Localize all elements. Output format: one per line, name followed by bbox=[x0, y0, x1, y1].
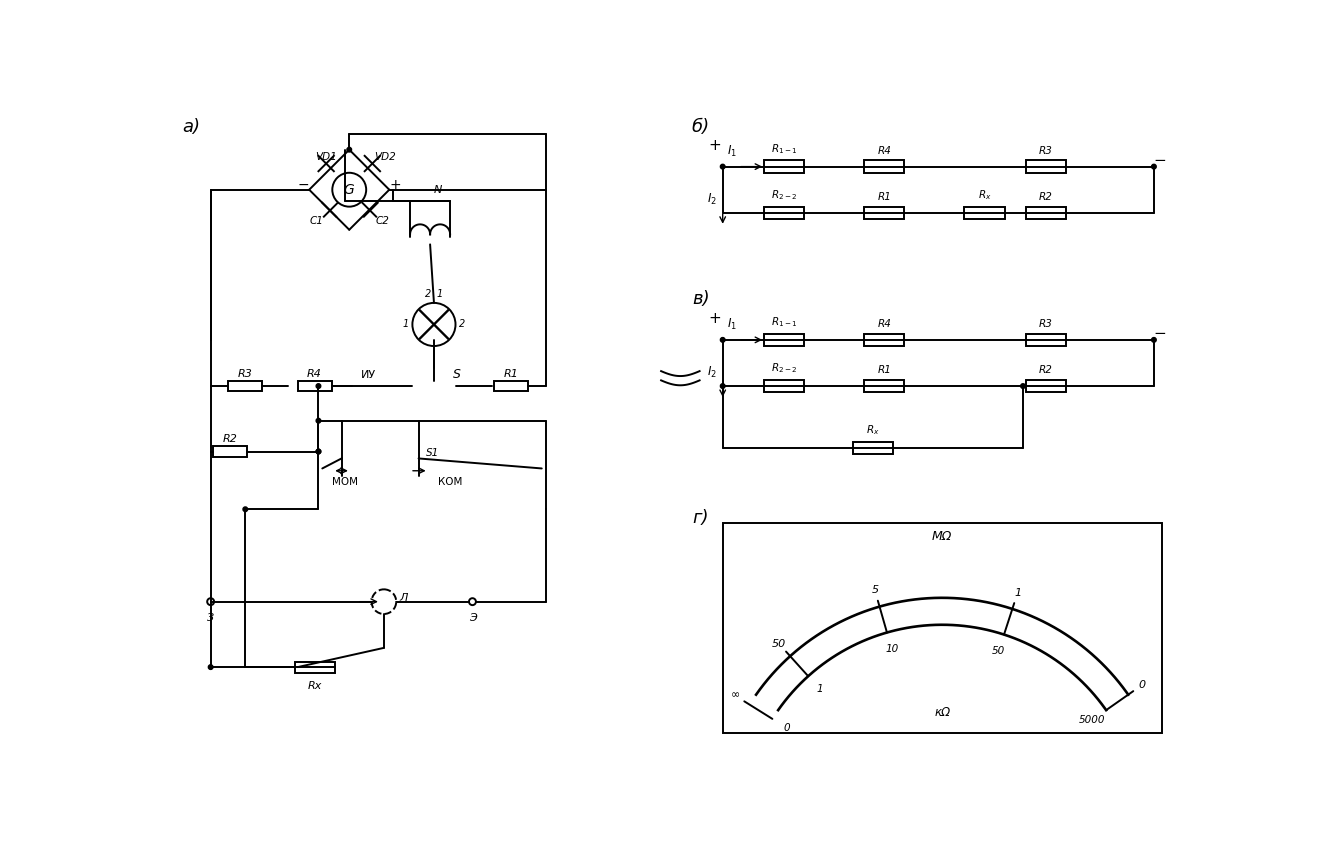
Text: $R_{2-2}$: $R_{2-2}$ bbox=[771, 188, 797, 202]
Text: $I_1$: $I_1$ bbox=[727, 144, 737, 159]
Text: 5000: 5000 bbox=[1078, 715, 1106, 725]
Circle shape bbox=[317, 384, 321, 389]
Bar bbox=[294, 662, 335, 673]
Circle shape bbox=[721, 337, 725, 342]
Text: +: + bbox=[389, 178, 401, 192]
Text: КОМ: КОМ bbox=[438, 476, 462, 486]
Bar bbox=[1026, 207, 1067, 219]
Circle shape bbox=[1151, 337, 1156, 342]
Circle shape bbox=[721, 164, 725, 169]
Bar bbox=[865, 207, 904, 219]
Text: N: N bbox=[434, 185, 442, 195]
Text: R2: R2 bbox=[223, 434, 238, 444]
Text: $R_{1-1}$: $R_{1-1}$ bbox=[771, 315, 797, 329]
Bar bbox=[494, 381, 528, 391]
Text: МΩ: МΩ bbox=[932, 530, 952, 544]
Circle shape bbox=[721, 384, 725, 389]
Bar bbox=[853, 442, 892, 454]
Bar bbox=[298, 381, 331, 391]
Text: R3: R3 bbox=[1039, 146, 1053, 156]
Text: VD2: VD2 bbox=[374, 153, 396, 163]
Bar bbox=[764, 207, 804, 219]
Text: ИУ: ИУ bbox=[360, 370, 376, 380]
Circle shape bbox=[317, 449, 321, 454]
Bar bbox=[965, 207, 1005, 219]
Text: +: + bbox=[709, 311, 721, 325]
Text: 10: 10 bbox=[884, 644, 899, 654]
Text: R1: R1 bbox=[503, 368, 519, 379]
Text: S: S bbox=[453, 368, 461, 381]
Text: ∞: ∞ bbox=[730, 690, 739, 701]
Text: 2: 2 bbox=[425, 289, 430, 299]
Text: R3: R3 bbox=[238, 368, 252, 379]
Text: 1: 1 bbox=[437, 289, 444, 299]
Text: R1: R1 bbox=[878, 192, 891, 202]
Bar bbox=[865, 334, 904, 346]
Text: R4: R4 bbox=[878, 319, 891, 329]
Text: Э: Э bbox=[469, 613, 477, 623]
Circle shape bbox=[1020, 384, 1026, 389]
Text: G: G bbox=[345, 183, 355, 196]
Text: З: З bbox=[207, 613, 214, 623]
Circle shape bbox=[209, 665, 213, 669]
Circle shape bbox=[347, 148, 351, 152]
Text: R2: R2 bbox=[1039, 365, 1053, 375]
Text: 5: 5 bbox=[871, 585, 878, 595]
Circle shape bbox=[1151, 164, 1156, 169]
Text: 1: 1 bbox=[403, 319, 409, 330]
Text: $R_{1-1}$: $R_{1-1}$ bbox=[771, 142, 797, 156]
Text: −: − bbox=[1154, 326, 1167, 341]
Bar bbox=[1026, 160, 1067, 173]
Text: $I_2$: $I_2$ bbox=[706, 365, 717, 380]
Text: МОМ: МОМ bbox=[333, 476, 358, 486]
Text: R4: R4 bbox=[308, 368, 322, 379]
Bar bbox=[865, 160, 904, 173]
Text: 1: 1 bbox=[1014, 588, 1022, 598]
Text: а): а) bbox=[182, 118, 201, 136]
Text: Л: Л bbox=[399, 593, 408, 603]
Text: $R_{2-2}$: $R_{2-2}$ bbox=[771, 362, 797, 375]
Text: 0: 0 bbox=[784, 722, 791, 733]
Text: R1: R1 bbox=[878, 365, 891, 375]
Bar bbox=[865, 380, 904, 392]
Bar bbox=[1026, 380, 1067, 392]
Circle shape bbox=[243, 507, 248, 512]
Text: C1: C1 bbox=[309, 216, 323, 226]
Text: −: − bbox=[297, 178, 309, 192]
Text: R3: R3 bbox=[1039, 319, 1053, 329]
Text: $I_1$: $I_1$ bbox=[727, 317, 737, 332]
Text: $R_x$: $R_x$ bbox=[978, 188, 991, 202]
Text: 0: 0 bbox=[1139, 680, 1146, 690]
Text: $R_x$: $R_x$ bbox=[866, 423, 879, 437]
Text: C2: C2 bbox=[375, 216, 389, 226]
Text: 50: 50 bbox=[993, 646, 1006, 656]
Text: $I_2$: $I_2$ bbox=[706, 191, 717, 207]
Text: в): в) bbox=[692, 290, 710, 308]
Text: Rx: Rx bbox=[308, 681, 322, 691]
Text: б): б) bbox=[692, 118, 710, 136]
Text: R4: R4 bbox=[878, 146, 891, 156]
Text: 2: 2 bbox=[459, 319, 466, 330]
Text: 1: 1 bbox=[816, 684, 822, 694]
Bar bbox=[723, 524, 1162, 733]
Text: −: − bbox=[1154, 153, 1167, 168]
Bar bbox=[764, 160, 804, 173]
Bar bbox=[764, 380, 804, 392]
Text: 50: 50 bbox=[772, 638, 785, 648]
Circle shape bbox=[317, 418, 321, 423]
Bar bbox=[228, 381, 263, 391]
Text: кΩ: кΩ bbox=[935, 706, 950, 719]
Circle shape bbox=[317, 449, 321, 454]
Text: VD1: VD1 bbox=[315, 153, 337, 163]
Bar bbox=[764, 334, 804, 346]
Bar bbox=[213, 446, 247, 457]
Text: +: + bbox=[709, 137, 721, 153]
Text: S1: S1 bbox=[426, 448, 440, 458]
Bar bbox=[1026, 334, 1067, 346]
Text: г): г) bbox=[692, 509, 709, 527]
Text: R2: R2 bbox=[1039, 192, 1053, 202]
